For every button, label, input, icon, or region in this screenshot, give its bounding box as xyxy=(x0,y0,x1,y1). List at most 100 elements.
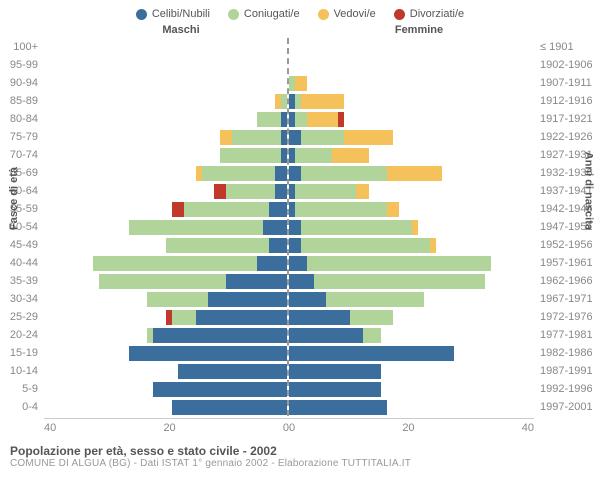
segment-coniugati xyxy=(172,310,196,325)
birth-label: 1982-1986 xyxy=(534,344,600,362)
segment-divorziati xyxy=(172,202,184,217)
birth-label: 1952-1956 xyxy=(534,236,600,254)
segment-celibi xyxy=(153,328,287,343)
segment-celibi xyxy=(289,274,314,289)
gender-headers: Maschi Femmine xyxy=(0,24,600,38)
segment-celibi xyxy=(196,310,287,325)
female-header: Femmine xyxy=(300,24,538,36)
segment-vedovi xyxy=(307,112,338,127)
bar-row xyxy=(289,38,534,56)
segment-celibi xyxy=(153,382,287,397)
segment-coniugati xyxy=(147,292,208,307)
birth-label: 1967-1971 xyxy=(534,290,600,308)
segment-celibi xyxy=(275,184,287,199)
male-header: Maschi xyxy=(62,24,300,36)
segment-coniugati xyxy=(363,328,381,343)
bar-row xyxy=(289,362,534,380)
segment-celibi xyxy=(289,130,301,145)
age-label: 20-24 xyxy=(0,326,44,344)
legend-item: Vedovi/e xyxy=(318,8,376,20)
x-ticks-female: 02040 xyxy=(289,418,534,434)
segment-vedovi xyxy=(344,130,393,145)
segment-coniugati xyxy=(202,166,275,181)
bar-row xyxy=(289,236,534,254)
age-label: 10-14 xyxy=(0,362,44,380)
segment-vedovi xyxy=(220,130,232,145)
segment-celibi xyxy=(269,202,287,217)
age-axis-labels: 100+95-9990-9485-8980-8475-7970-7465-696… xyxy=(0,38,44,416)
segment-celibi xyxy=(263,220,287,235)
bar-row xyxy=(289,128,534,146)
bar-row xyxy=(289,254,534,272)
segment-celibi xyxy=(281,148,287,163)
legend-label: Divorziati/e xyxy=(410,8,464,20)
birth-label: 1992-1996 xyxy=(534,380,600,398)
segment-coniugati xyxy=(93,256,257,271)
legend-swatch xyxy=(394,9,405,20)
bar-row xyxy=(289,92,534,110)
x-tick: 40 xyxy=(522,422,534,434)
segment-coniugati xyxy=(301,238,430,253)
age-label: 80-84 xyxy=(0,110,44,128)
bar-row xyxy=(44,218,287,236)
segment-coniugati xyxy=(281,94,287,109)
segment-vedovi xyxy=(332,148,369,163)
bar-row xyxy=(44,398,287,416)
segment-celibi xyxy=(289,166,301,181)
segment-coniugati xyxy=(301,130,344,145)
birth-label: 1987-1991 xyxy=(534,362,600,380)
legend: Celibi/NubiliConiugati/eVedovi/eDivorzia… xyxy=(0,0,600,24)
legend-swatch xyxy=(318,9,329,20)
segment-celibi xyxy=(281,130,287,145)
x-tick: 0 xyxy=(289,422,295,434)
age-label: 0-4 xyxy=(0,398,44,416)
birth-label: 1902-1906 xyxy=(534,56,600,74)
segment-celibi xyxy=(289,292,326,307)
segment-celibi xyxy=(289,310,350,325)
pyramid-chart: 100+95-9990-9485-8980-8475-7970-7465-696… xyxy=(0,38,600,416)
segment-coniugati xyxy=(350,310,393,325)
age-label: 65-69 xyxy=(0,164,44,182)
segment-coniugati xyxy=(295,148,332,163)
bar-row xyxy=(289,146,534,164)
footer-subtitle: COMUNE DI ALGUA (BG) - Dati ISTAT 1° gen… xyxy=(10,458,600,469)
legend-item: Divorziati/e xyxy=(394,8,464,20)
segment-celibi xyxy=(289,346,454,361)
segment-coniugati xyxy=(295,112,307,127)
x-axis: 40200 0 20 40 xyxy=(0,418,600,434)
segment-celibi xyxy=(226,274,287,289)
bar-row xyxy=(289,164,534,182)
bar-row xyxy=(289,182,534,200)
bar-row xyxy=(44,344,287,362)
segment-coniugati xyxy=(257,112,281,127)
bar-row xyxy=(44,308,287,326)
segment-coniugati xyxy=(301,166,387,181)
birth-label: 1957-1961 xyxy=(534,254,600,272)
segment-coniugati xyxy=(220,148,281,163)
birth-label: 1912-1916 xyxy=(534,92,600,110)
right-axis-title: Anni di nascita xyxy=(582,152,594,230)
age-label: 75-79 xyxy=(0,128,44,146)
bars-male xyxy=(44,38,289,416)
segment-celibi xyxy=(269,238,287,253)
bars-female xyxy=(289,38,534,416)
segment-celibi xyxy=(129,346,287,361)
bar-row xyxy=(44,128,287,146)
x-ticks-male: 40200 xyxy=(44,418,289,434)
bar-row xyxy=(44,110,287,128)
segment-coniugati xyxy=(326,292,424,307)
segment-celibi xyxy=(208,292,287,307)
legend-swatch xyxy=(136,9,147,20)
x-tick: 20 xyxy=(163,422,175,434)
segment-celibi xyxy=(289,238,301,253)
left-axis-title: Fasce di età xyxy=(8,167,20,230)
segment-coniugati xyxy=(99,274,227,289)
bar-row xyxy=(289,272,534,290)
bar-row xyxy=(44,38,287,56)
bar-row xyxy=(44,290,287,308)
segment-celibi xyxy=(289,256,307,271)
legend-label: Coniugati/e xyxy=(244,8,300,20)
bar-row xyxy=(289,74,534,92)
segment-celibi xyxy=(289,364,381,379)
age-label: 5-9 xyxy=(0,380,44,398)
